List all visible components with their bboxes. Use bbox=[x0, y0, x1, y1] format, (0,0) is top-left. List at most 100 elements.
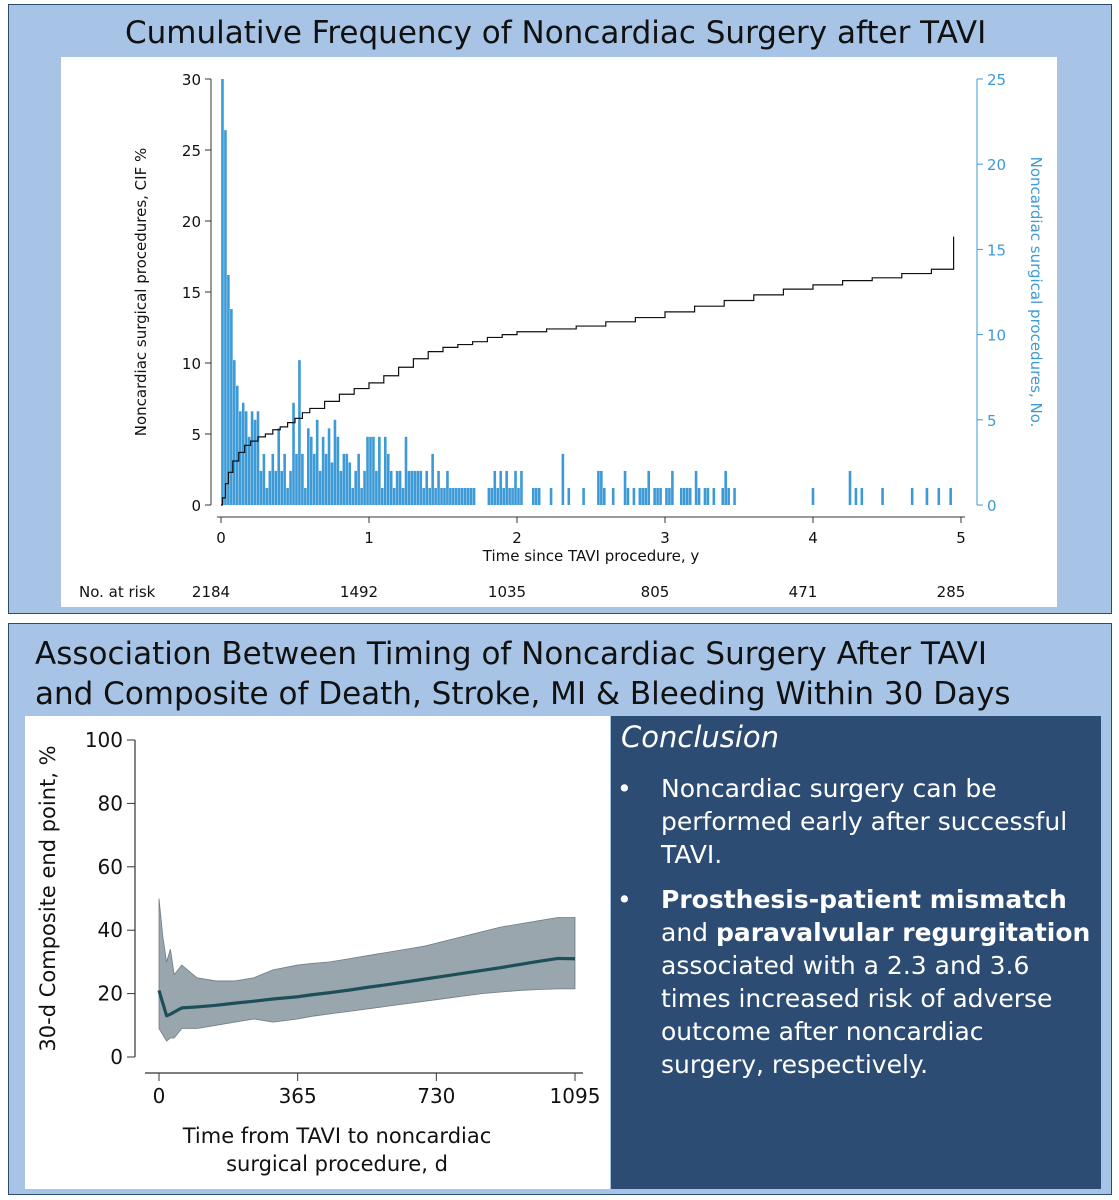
procedure-count-bar bbox=[292, 402, 295, 505]
procedure-count-bar bbox=[277, 428, 281, 505]
procedure-count-bar bbox=[244, 411, 248, 505]
procedure-count-bar bbox=[679, 487, 683, 505]
procedure-count-bar bbox=[706, 487, 710, 505]
procedure-count-bar bbox=[224, 130, 227, 505]
procedure-count-bar bbox=[647, 470, 651, 505]
procedure-count-bar bbox=[597, 470, 600, 505]
procedure-count-bar bbox=[354, 470, 357, 505]
bottom-panel: Association Between Timing of Noncardiac… bbox=[8, 623, 1112, 1195]
procedure-count-bar bbox=[230, 309, 233, 505]
procedure-count-bar bbox=[274, 470, 278, 505]
x-tick-label: 0 bbox=[216, 529, 226, 547]
procedure-count-bar bbox=[460, 487, 464, 505]
procedure-count-bar bbox=[811, 487, 815, 505]
procedure-count-bar bbox=[404, 436, 408, 505]
procedure-count-bar bbox=[534, 487, 538, 505]
procedure-count-bar bbox=[721, 487, 725, 505]
procedure-count-bar bbox=[339, 470, 343, 505]
conclusion-bullet-2: • Prosthesis-patient mismatch and parava… bbox=[611, 883, 1101, 1081]
procedure-count-bar bbox=[644, 487, 648, 505]
at-risk-value: 285 bbox=[937, 583, 966, 601]
procedure-count-bar bbox=[256, 411, 260, 505]
procedure-count-bar bbox=[440, 487, 443, 505]
procedure-count-bar bbox=[611, 487, 615, 505]
procedure-count-bar bbox=[357, 453, 360, 505]
procedure-count-bar bbox=[289, 470, 292, 505]
procedure-count-bar bbox=[250, 411, 254, 505]
procedure-count-bar bbox=[342, 453, 346, 505]
procedure-count-bar bbox=[659, 487, 662, 505]
procedure-count-bar bbox=[854, 487, 858, 505]
bottom-title-line2: and Composite of Death, Stroke, MI & Ble… bbox=[35, 676, 1011, 712]
procedure-count-bar bbox=[375, 470, 378, 505]
procedure-count-bar bbox=[401, 487, 405, 505]
procedure-count-bar bbox=[235, 385, 239, 505]
procedure-count-bar bbox=[656, 487, 659, 505]
bullet-1-text: Noncardiac surgery can be performed earl… bbox=[661, 774, 1068, 869]
y-tick-label: 80 bbox=[98, 791, 123, 815]
procedure-count-bar bbox=[315, 419, 319, 505]
procedure-count-bar bbox=[511, 487, 514, 505]
y-left-tick-label: 30 bbox=[182, 71, 201, 89]
procedure-count-bar bbox=[386, 453, 390, 505]
procedure-count-bar bbox=[265, 487, 269, 505]
bullet-2-bold-pvr: paravalvular regurgitation bbox=[715, 918, 1091, 947]
y-right-tick-label: 5 bbox=[987, 412, 997, 430]
procedure-count-bar bbox=[668, 487, 671, 505]
procedure-count-bar bbox=[351, 487, 355, 505]
procedure-count-bar bbox=[623, 470, 627, 505]
procedure-count-bar bbox=[600, 470, 603, 505]
x-tick-label: 0 bbox=[153, 1084, 166, 1108]
procedure-count-bar bbox=[712, 487, 716, 505]
procedure-count-bar bbox=[949, 487, 952, 505]
procedure-count-bar bbox=[372, 436, 375, 505]
procedure-count-bar bbox=[366, 436, 369, 505]
y-tick-label: 20 bbox=[98, 982, 123, 1006]
procedure-count-bar bbox=[455, 487, 458, 505]
y-right-tick-label: 20 bbox=[987, 156, 1006, 174]
procedure-count-bar bbox=[910, 487, 914, 505]
procedure-count-bar bbox=[381, 487, 384, 505]
procedure-count-bar bbox=[345, 453, 349, 505]
x-tick-label: 5 bbox=[956, 529, 966, 547]
bullet-2-bold-ppm: Prosthesis-patient mismatch bbox=[661, 885, 1067, 914]
procedure-count-bar bbox=[330, 462, 334, 505]
procedure-count-bar bbox=[632, 487, 636, 505]
procedure-count-bar bbox=[312, 453, 316, 505]
bullet-2-rest: associated with a 2.3 and 3.6 times incr… bbox=[661, 951, 1053, 1079]
procedure-count-bar bbox=[724, 470, 727, 505]
procedure-count-bar bbox=[262, 453, 266, 505]
procedure-count-bar bbox=[410, 470, 414, 505]
procedure-count-bar bbox=[437, 470, 440, 505]
procedure-count-bar bbox=[505, 470, 508, 505]
procedure-count-bar bbox=[333, 419, 337, 505]
procedure-count-bar bbox=[369, 436, 372, 505]
procedure-count-bar bbox=[496, 487, 500, 505]
x-axis-label-line1: Time from TAVI to noncardiac bbox=[182, 1124, 492, 1148]
procedure-count-bar bbox=[466, 487, 470, 505]
procedure-count-bar bbox=[561, 453, 565, 505]
conclusion-bullets: • Noncardiac surgery can be performed ea… bbox=[611, 772, 1101, 1093]
procedure-count-bar bbox=[238, 411, 242, 505]
procedure-count-bar bbox=[671, 470, 674, 505]
procedure-count-bar bbox=[416, 470, 420, 505]
procedure-count-bar bbox=[360, 487, 363, 505]
procedure-count-bar bbox=[517, 487, 520, 505]
procedure-count-bar bbox=[321, 436, 325, 505]
spline-chart-area: 0 20 40 60 80 100 30-d Composite end point, % 0… bbox=[25, 716, 610, 1189]
procedure-count-bar bbox=[298, 360, 301, 505]
y-right-tick-label: 15 bbox=[987, 241, 1006, 259]
procedure-count-bar bbox=[434, 487, 437, 505]
at-risk-label: No. at risk bbox=[79, 583, 156, 601]
procedure-count-bar bbox=[301, 453, 304, 505]
procedure-count-bar bbox=[247, 436, 251, 505]
procedure-count-bar bbox=[304, 487, 307, 505]
y-right-tick-label: 25 bbox=[987, 71, 1006, 89]
procedure-count-bar bbox=[233, 360, 236, 505]
procedure-count-bar bbox=[703, 487, 707, 505]
procedure-count-bar bbox=[549, 487, 553, 505]
procedure-count-bar bbox=[490, 487, 494, 505]
procedure-count-bar bbox=[268, 470, 272, 505]
procedure-count-bar bbox=[363, 470, 366, 505]
